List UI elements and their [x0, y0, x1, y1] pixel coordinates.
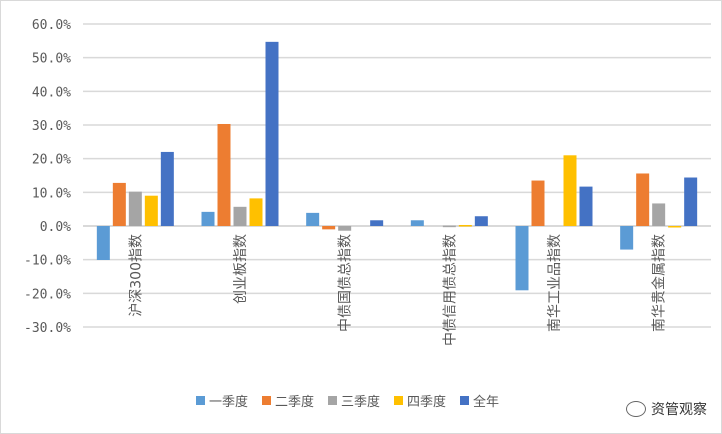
bar-3-0	[410, 220, 424, 226]
legend-swatch-1	[262, 396, 271, 405]
bar-3-3	[458, 224, 472, 227]
x-tick-label: 南华贵金属指数	[652, 234, 668, 332]
x-tick-label: 南华工业品指数	[547, 234, 563, 332]
bar-1-1	[217, 123, 231, 226]
legend-swatch-0	[196, 396, 205, 405]
bar-1-0	[201, 211, 215, 226]
legend-swatch-4	[460, 396, 469, 405]
bar-4-1	[531, 180, 545, 226]
bar-2-0	[306, 212, 320, 226]
y-tick-label: 50.0%	[32, 52, 71, 67]
y-tick-label: -20.0%	[24, 287, 71, 302]
x-tick-label: 中债信用债总指数	[442, 234, 458, 346]
bar-1-2	[233, 206, 247, 226]
bar-0-1	[112, 182, 126, 226]
y-tick-label: 10.0%	[32, 186, 71, 201]
bar-0-2	[128, 191, 142, 226]
legend-swatch-2	[328, 396, 337, 405]
y-tick-label: 0.0%	[40, 220, 71, 235]
bar-5-0	[620, 226, 634, 250]
y-tick-label: 60.0%	[32, 18, 71, 33]
bar-1-4	[265, 41, 279, 226]
y-tick-label: 40.0%	[32, 85, 71, 100]
y-tick-label: 20.0%	[32, 153, 71, 168]
bar-0-4	[160, 151, 174, 226]
bar-5-2	[652, 203, 666, 226]
watermark-text: 资管观察	[651, 402, 707, 418]
legend-label: 三季度	[341, 394, 380, 410]
x-tick-label: 中债国债总指数	[338, 234, 354, 332]
legend-label: 二季度	[275, 394, 314, 410]
bar-0-0	[96, 226, 110, 261]
bar-5-1	[636, 173, 650, 226]
bar-5-3	[668, 226, 682, 228]
y-tick-label: 30.0%	[32, 119, 71, 134]
bar-4-4	[579, 186, 593, 226]
bar-2-2	[338, 226, 352, 231]
legend-label: 四季度	[407, 394, 446, 410]
y-tick-label: -10.0%	[24, 254, 71, 269]
wechat-icon	[626, 401, 646, 417]
bar-0-3	[144, 195, 158, 226]
legend-label: 全年	[473, 394, 499, 410]
legend-swatch-3	[394, 396, 403, 405]
x-tick-label: 创业板指数	[233, 234, 249, 304]
y-tick-label: -30.0%	[24, 321, 71, 336]
watermark: 资管观察	[626, 399, 707, 419]
x-tick-label: 沪深300指数	[128, 234, 144, 317]
bar-4-3	[563, 155, 577, 226]
bar-1-3	[249, 198, 263, 226]
bar-5-4	[684, 177, 698, 226]
bar-4-0	[515, 226, 529, 291]
legend-label: 一季度	[209, 394, 248, 410]
bar-3-2	[442, 225, 456, 228]
bar-2-1	[322, 226, 336, 230]
bar-3-4	[474, 216, 488, 226]
bar-2-4	[370, 220, 384, 226]
